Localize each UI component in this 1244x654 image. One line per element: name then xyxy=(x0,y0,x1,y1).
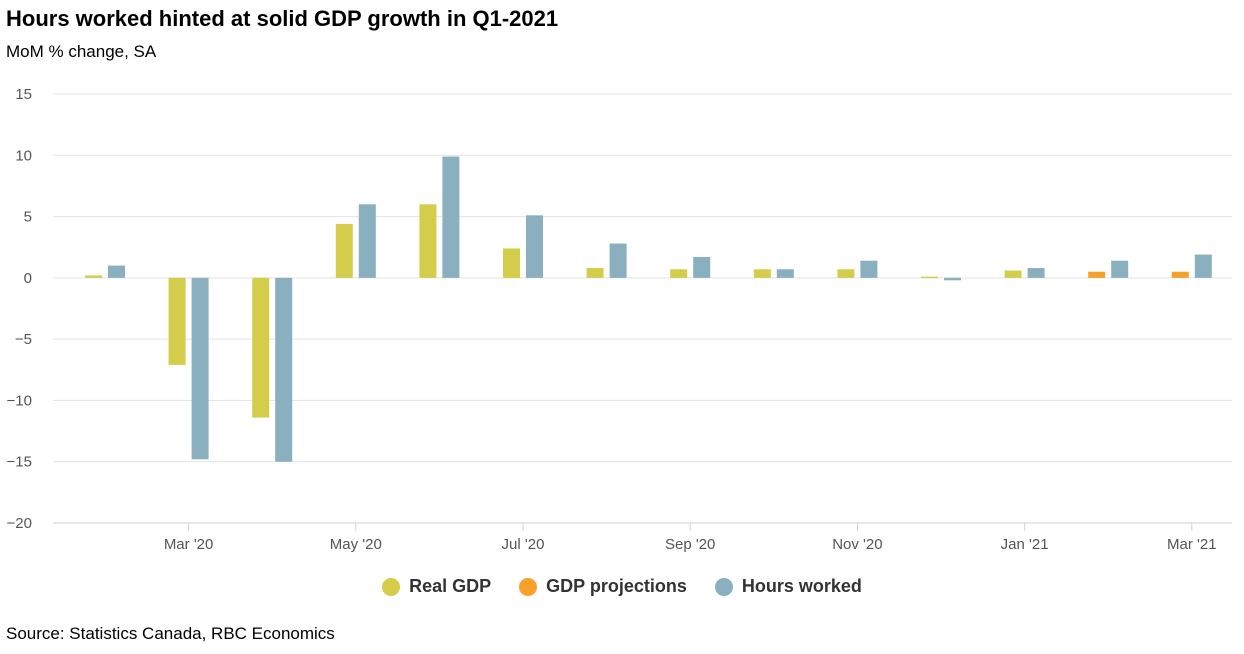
bar-real-gdp-6[interactable] xyxy=(503,248,520,278)
bar-hours-worked-2[interactable] xyxy=(191,277,209,460)
bar-real-gdp-3[interactable] xyxy=(252,277,270,418)
source-note: Source: Statistics Canada, RBC Economics xyxy=(6,624,335,643)
x-tick-label: Nov '20 xyxy=(832,536,882,553)
x-tick-label: Sep '20 xyxy=(665,536,715,553)
bar-hours-worked-9[interactable] xyxy=(776,269,794,278)
bar-hours-worked-13[interactable] xyxy=(1111,260,1129,278)
bar-real-gdp-7[interactable] xyxy=(586,268,604,278)
chart-subtitle: MoM % change, SA xyxy=(6,42,157,61)
bar-real-gdp-11[interactable] xyxy=(921,276,938,279)
y-tick-label: 0 xyxy=(24,270,32,287)
bar-hours-worked-5[interactable] xyxy=(442,156,460,278)
y-tick-label: −20 xyxy=(7,515,32,532)
bar-real-gdp-8[interactable] xyxy=(670,269,688,278)
gdp-projections-swatch-icon xyxy=(519,577,538,596)
bar-hours-worked-10[interactable] xyxy=(860,260,878,278)
x-tick-label: Mar '20 xyxy=(164,536,214,553)
bar-hours-worked-8[interactable] xyxy=(693,257,711,278)
x-tick-label: May '20 xyxy=(330,536,382,553)
bar-real-gdp-5[interactable] xyxy=(419,204,437,278)
bar-hours-worked-11[interactable] xyxy=(944,277,961,281)
legend: Real GDP GDP projections Hours worked xyxy=(0,576,1244,597)
bar-real-gdp-1[interactable] xyxy=(85,275,102,278)
y-tick-label: 10 xyxy=(15,147,32,164)
legend-label-real-gdp: Real GDP xyxy=(409,576,492,596)
bar-real-gdp-12[interactable] xyxy=(1004,270,1022,278)
chart-title: Hours worked hinted at solid GDP growth … xyxy=(6,6,559,31)
x-tick-label: Jul '20 xyxy=(502,536,545,553)
x-tick-label: Jan '21 xyxy=(1001,536,1049,553)
x-tick-label: Mar '21 xyxy=(1167,536,1217,553)
bar-real-gdp-10[interactable] xyxy=(837,269,855,278)
grid-layer xyxy=(53,93,1232,463)
bar-gdp-projections-13[interactable] xyxy=(1088,271,1106,278)
y-tick-label: −5 xyxy=(15,331,32,348)
bar-hours-worked-1[interactable] xyxy=(108,265,125,278)
bar-gdp-projections-14[interactable] xyxy=(1171,271,1189,278)
legend-label-gdp-projections: GDP projections xyxy=(546,576,687,596)
hours-worked-swatch-icon xyxy=(714,577,733,596)
legend-label-hours-worked: Hours worked xyxy=(741,576,862,596)
bar-real-gdp-2[interactable] xyxy=(168,277,186,365)
legend-item-hours-worked[interactable]: Hours worked xyxy=(714,576,862,597)
bar-hours-worked-4[interactable] xyxy=(358,204,376,278)
bar-hours-worked-7[interactable] xyxy=(609,243,627,278)
y-tick-label: 5 xyxy=(24,209,32,226)
legend-item-real-gdp[interactable]: Real GDP xyxy=(382,576,491,597)
chart-plot: 15 10 5 0 −5 −10 −15 −20 Mar '20 May '20 Jul '20 Se… xyxy=(7,86,1232,553)
y-tick-label: −15 xyxy=(7,454,32,471)
axis-layer: 15 10 5 0 −5 −10 −15 −20 Mar '20 May '20 Jul '20 Se… xyxy=(7,86,1232,553)
bar-real-gdp-4[interactable] xyxy=(335,223,353,278)
y-tick-label: −10 xyxy=(7,392,32,409)
real-gdp-swatch-icon xyxy=(382,577,401,596)
y-tick-label: 15 xyxy=(15,86,32,103)
bar-hours-worked-12[interactable] xyxy=(1027,268,1045,278)
bar-real-gdp-9[interactable] xyxy=(753,269,771,278)
bar-layer xyxy=(85,156,1212,462)
bar-hours-worked-3[interactable] xyxy=(275,277,293,462)
legend-item-gdp-projections[interactable]: GDP projections xyxy=(519,576,687,597)
bar-hours-worked-14[interactable] xyxy=(1194,254,1212,278)
bar-hours-worked-6[interactable] xyxy=(526,215,543,278)
